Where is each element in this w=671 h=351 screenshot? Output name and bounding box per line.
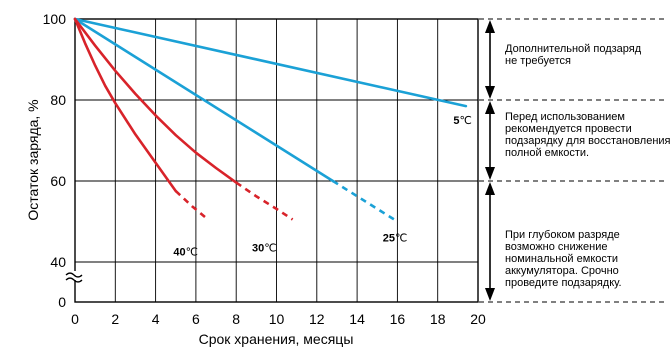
plot-frame: [74, 18, 479, 303]
y-axis-label: Остаток заряда, %: [25, 99, 41, 220]
y-tick-label: 40: [50, 254, 66, 270]
series-labels: 5℃ 25℃ 30℃ 40℃: [173, 115, 472, 258]
arrow-up-icon: [485, 101, 495, 114]
series-label-5c: 5℃: [453, 115, 471, 127]
series-label-25c: 25℃: [383, 233, 408, 245]
zone-note: Дополнительной подзаряд не требуется: [505, 43, 642, 67]
series-lines: [73, 17, 468, 223]
series-label-30c: 30℃: [252, 242, 277, 254]
x-tick-label: 2: [111, 311, 119, 327]
x-axis-label: Срок хранения, месяцы: [199, 331, 354, 347]
x-tick-label: 12: [309, 311, 325, 327]
y-tick-label: 0: [58, 294, 66, 310]
x-tick-label: 8: [232, 311, 240, 327]
arrow-up-icon: [485, 182, 495, 195]
arrow-down-icon: [485, 167, 495, 180]
series-dashed-40c: [174, 190, 209, 221]
x-tick-labels: 0 2 4 6 8 10 12 14 16 18 20: [71, 311, 486, 327]
series-line-5c: [73, 17, 468, 108]
arrow-up-icon: [485, 20, 495, 33]
series-dashed-25c: [332, 179, 399, 223]
series-line-25c: [73, 17, 335, 183]
x-tick-label: 0: [71, 311, 79, 327]
y-axis-break: [65, 271, 83, 283]
x-tick-label: 14: [349, 311, 365, 327]
x-tick-label: 20: [470, 311, 486, 327]
series-dashed-30c: [235, 181, 294, 221]
x-tick-label: 10: [269, 311, 285, 327]
x-tick-label: 6: [192, 311, 200, 327]
x-tick-label: 16: [390, 311, 406, 327]
axis-break-mark: [65, 277, 83, 283]
axis-break-mark: [65, 272, 83, 278]
plot-grid: [75, 19, 478, 302]
plot-border: [74, 18, 479, 303]
zone-note: Перед использованием рекомендуется провес…: [505, 111, 671, 159]
arrow-down-icon: [485, 288, 495, 301]
series-label-40c: 40℃: [173, 246, 198, 258]
zone-note: При глубоком разряде возможно снижение ном…: [505, 229, 622, 289]
y-tick-label: 60: [50, 173, 66, 189]
arrow-down-icon: [485, 86, 495, 99]
x-tick-label: 4: [152, 311, 160, 327]
x-tick-label: 18: [430, 311, 446, 327]
y-tick-label: 80: [50, 92, 66, 108]
y-tick-labels: 100 80 60 40 0: [43, 11, 67, 310]
series-line-30c: [73, 17, 238, 184]
series-line-40c: [73, 17, 178, 193]
y-tick-label: 100: [43, 11, 67, 27]
charge-zones: Дополнительной подзаряд не требуется Перед…: [479, 18, 671, 303]
